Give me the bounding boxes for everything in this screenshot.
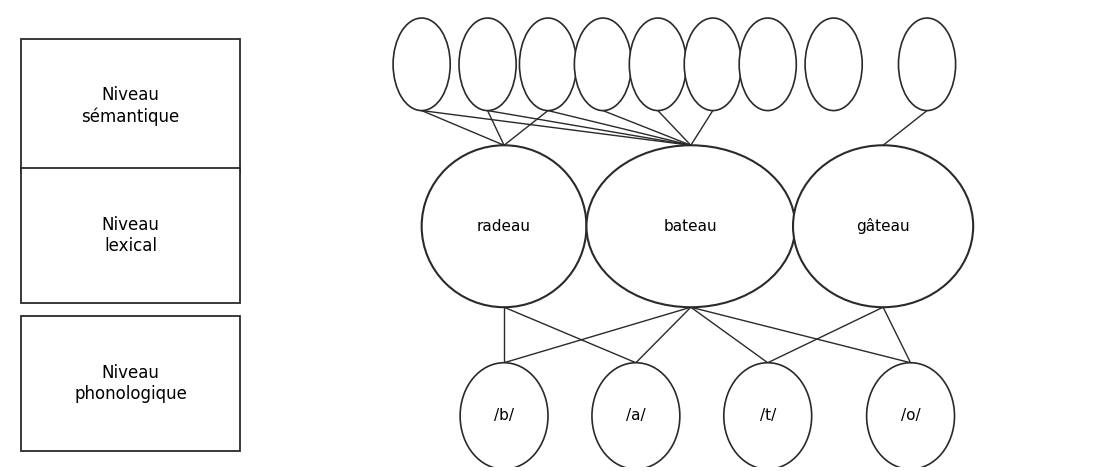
Text: /o/: /o/ <box>901 408 920 423</box>
Text: /b/: /b/ <box>494 408 514 423</box>
Text: gâteau: gâteau <box>857 218 910 234</box>
Ellipse shape <box>393 18 451 111</box>
Text: /a/: /a/ <box>627 408 645 423</box>
Text: radeau: radeau <box>477 219 531 234</box>
Ellipse shape <box>422 145 587 307</box>
Ellipse shape <box>899 18 955 111</box>
Ellipse shape <box>867 363 954 469</box>
Ellipse shape <box>587 145 795 307</box>
Ellipse shape <box>793 145 973 307</box>
FancyBboxPatch shape <box>21 39 240 173</box>
Text: Niveau
lexical: Niveau lexical <box>102 216 159 255</box>
Text: Niveau
sémantique: Niveau sémantique <box>82 86 179 126</box>
Text: bateau: bateau <box>664 219 717 234</box>
FancyBboxPatch shape <box>21 317 240 451</box>
FancyBboxPatch shape <box>21 169 240 302</box>
Ellipse shape <box>684 18 742 111</box>
Ellipse shape <box>724 363 811 469</box>
Text: Niveau
phonologique: Niveau phonologique <box>74 364 187 403</box>
Ellipse shape <box>461 363 548 469</box>
Ellipse shape <box>575 18 631 111</box>
Ellipse shape <box>805 18 862 111</box>
Ellipse shape <box>459 18 516 111</box>
Ellipse shape <box>519 18 577 111</box>
Ellipse shape <box>629 18 686 111</box>
Ellipse shape <box>592 363 680 469</box>
Text: /t/: /t/ <box>759 408 776 423</box>
Ellipse shape <box>739 18 796 111</box>
